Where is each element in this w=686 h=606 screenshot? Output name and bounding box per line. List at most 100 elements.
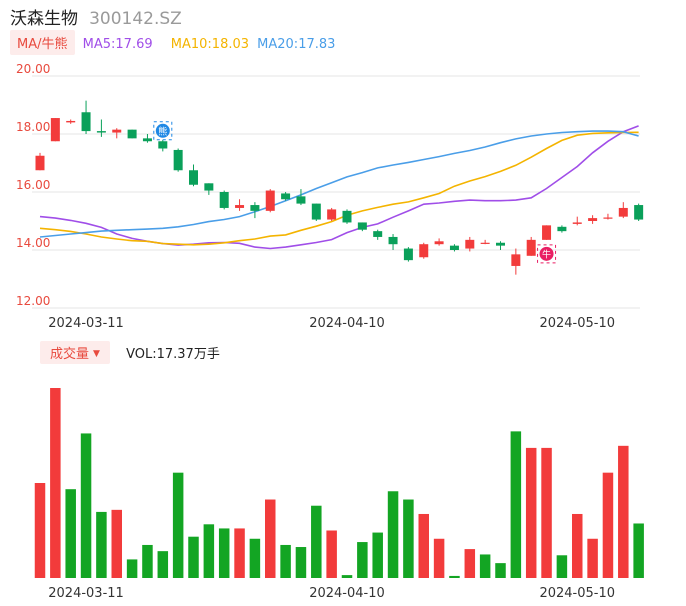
candle xyxy=(557,225,567,233)
candle xyxy=(189,164,198,187)
volume-bar xyxy=(142,544,153,578)
bull-marker-icon[interactable]: 牛 xyxy=(537,244,557,264)
price-x-axis: 2024-03-11 2024-04-10 2024-05-10 xyxy=(48,316,615,331)
marker-badge xyxy=(539,246,554,261)
candle-body xyxy=(603,217,613,219)
x-tick-label: 2024-03-11 xyxy=(48,586,124,601)
volume-bar xyxy=(572,513,583,578)
candle xyxy=(496,241,505,250)
moving-average-lines xyxy=(39,125,639,250)
volume-bar xyxy=(203,524,215,578)
candle xyxy=(35,152,45,171)
candle xyxy=(173,148,183,172)
price-grid xyxy=(32,75,640,309)
ma20-line xyxy=(39,130,639,238)
candle xyxy=(219,190,229,210)
candle-body xyxy=(265,190,275,211)
candle xyxy=(480,239,490,245)
ma-toggle-button[interactable]: MA/牛熊 xyxy=(10,30,75,55)
candle-body xyxy=(250,205,260,211)
candle xyxy=(403,247,413,262)
candle xyxy=(127,129,137,139)
volume-bar xyxy=(418,513,429,578)
candle xyxy=(618,202,628,219)
volume-bar xyxy=(372,532,383,578)
candle xyxy=(204,183,214,195)
candle xyxy=(96,119,106,137)
candle-body xyxy=(511,254,521,266)
candle-body xyxy=(388,236,398,245)
x-tick-label: 2024-05-10 xyxy=(539,586,615,601)
candle-body xyxy=(142,138,152,142)
candle xyxy=(373,229,383,240)
candle xyxy=(511,248,521,275)
ma5-label: MA5:17.69 xyxy=(82,37,153,52)
volume-toggle-button[interactable]: 成交量 ▼ xyxy=(40,341,110,364)
marker-frame xyxy=(153,121,173,141)
volume-bar xyxy=(218,528,230,578)
y-tick-label: 20.00 xyxy=(16,62,50,76)
candle-body xyxy=(588,218,598,221)
candle-body xyxy=(66,120,76,123)
volume-bar xyxy=(633,523,644,578)
volume-bar xyxy=(249,538,261,578)
ma-legend: MA/牛熊 MA5:17.69 MA10:18.03 MA20:17.83 xyxy=(10,30,336,55)
y-tick-label: 16.00 xyxy=(16,178,50,192)
candle xyxy=(50,118,60,142)
volume-bar xyxy=(65,489,76,578)
candle xyxy=(342,209,352,224)
volume-bar xyxy=(234,528,245,578)
candle-body xyxy=(449,245,459,250)
candle-body xyxy=(434,241,444,245)
volume-bar xyxy=(126,559,138,578)
volume-bar xyxy=(311,505,322,578)
marker-label: 熊 xyxy=(158,125,167,137)
volume-bar xyxy=(525,447,537,578)
marker-label: 牛 xyxy=(542,248,551,260)
candle xyxy=(81,100,91,134)
candle xyxy=(265,189,275,213)
candle-body xyxy=(173,149,183,171)
volume-bar xyxy=(50,388,61,578)
candle xyxy=(388,234,398,250)
dropdown-arrow-icon: ▼ xyxy=(93,349,100,359)
signal-markers: 熊牛 xyxy=(153,121,557,264)
candle xyxy=(419,242,429,259)
candle-body xyxy=(357,222,367,230)
candle-body xyxy=(572,222,582,224)
candle-body xyxy=(465,239,475,249)
volume-bar xyxy=(34,483,46,578)
candle xyxy=(603,213,613,220)
candlesticks xyxy=(35,100,644,275)
candle-body xyxy=(112,129,122,133)
candle-body xyxy=(158,141,168,149)
volume-bar xyxy=(618,445,629,578)
marker-frame xyxy=(537,244,557,264)
bear-marker-icon[interactable]: 熊 xyxy=(153,121,173,141)
volume-x-axis: 2024-03-11 2024-04-10 2024-05-10 xyxy=(48,586,615,601)
candle-body xyxy=(81,112,91,132)
y-tick-label: 14.00 xyxy=(16,236,50,250)
volume-bar xyxy=(602,472,614,578)
volume-bar xyxy=(280,544,291,578)
candle-body xyxy=(419,244,429,258)
candle-body xyxy=(480,242,490,244)
x-tick-label: 2024-05-10 xyxy=(539,316,615,331)
ma10-label: MA10:18.03 xyxy=(170,37,250,52)
volume-bar xyxy=(111,509,122,578)
volume-bar xyxy=(157,551,169,578)
candle-body xyxy=(342,210,352,223)
marker-badge xyxy=(155,123,170,138)
volume-bar xyxy=(464,549,476,578)
candle-body xyxy=(35,155,45,171)
candle-body xyxy=(96,131,106,133)
x-tick-label: 2024-04-10 xyxy=(309,316,385,331)
volume-bar xyxy=(96,511,107,578)
volume-bar xyxy=(326,530,337,578)
volume-bar xyxy=(265,499,276,578)
candle xyxy=(434,238,444,246)
candle-body xyxy=(403,248,413,261)
candle xyxy=(634,203,644,221)
ma20-label: MA20:17.83 xyxy=(257,37,336,52)
candle-body xyxy=(496,242,505,246)
